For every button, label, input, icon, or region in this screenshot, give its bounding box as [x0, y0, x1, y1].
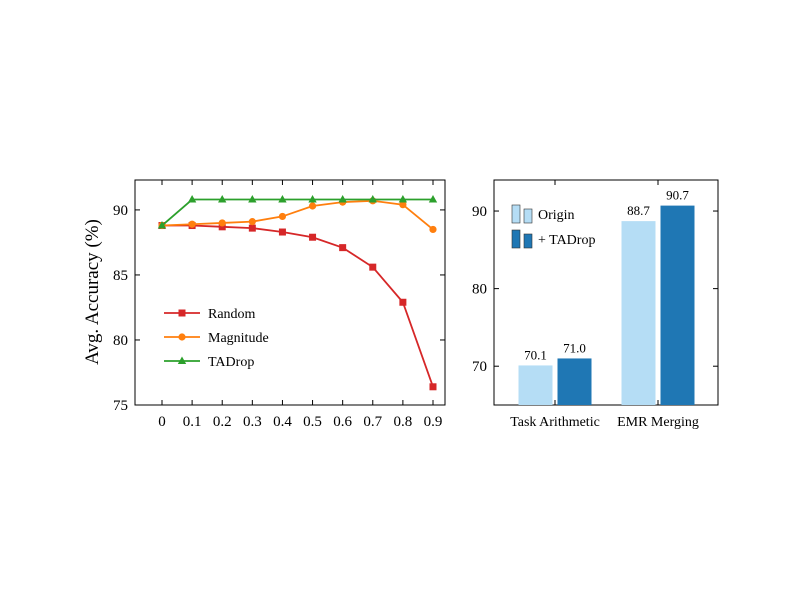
- line-chart-legend: Random Magnitude TADrop: [164, 307, 269, 370]
- data-point-magnitude: [218, 219, 226, 227]
- data-point-tadrop: [368, 195, 377, 203]
- data-point-random: [369, 263, 377, 271]
- data-point-magnitude: [399, 201, 407, 209]
- data-point-tadrop: [338, 195, 347, 203]
- data-point-random: [339, 244, 347, 252]
- legend-label: Magnitude: [208, 331, 269, 346]
- y-axis-label: Avg. Accuracy (%): [82, 219, 103, 365]
- x-tick-label: 0.6: [333, 414, 352, 430]
- legend-swatch: [523, 233, 533, 249]
- legend-label: Origin: [538, 208, 575, 223]
- data-point-random: [248, 224, 256, 232]
- bar-chart-ticks: 70 80 90 Task Arithmetic EMR Merging: [472, 180, 718, 430]
- legend-marker: [178, 333, 186, 341]
- bar-value-label: 88.7: [627, 203, 650, 218]
- x-tick-label: 0.3: [243, 414, 262, 430]
- data-point-random: [309, 233, 317, 241]
- line-chart: Avg. Accuracy (%) 0 0.1 0.2 0.3 0.4 0.5 0.6 0.7…: [82, 179, 446, 430]
- legend-marker: [178, 309, 186, 317]
- category-label: EMR Merging: [617, 415, 699, 430]
- data-point-magnitude: [188, 220, 196, 228]
- data-point-tadrop: [218, 195, 227, 203]
- x-tick-label: 0.5: [303, 414, 322, 430]
- y-tick-label: 90: [472, 204, 487, 220]
- x-tick-label: 0.1: [183, 414, 202, 430]
- bar-value-label: 71.0: [563, 340, 586, 355]
- data-point-random: [399, 298, 407, 306]
- x-tick-label: 0.4: [273, 414, 292, 430]
- line-chart-ticks: 0 0.1 0.2 0.3 0.4 0.5 0.6 0.7 0.8 0.9 75 80 85 90: [113, 180, 445, 430]
- bar-chart-bars: 70.1 71.0 88.7 90.7: [518, 188, 695, 405]
- legend-label: Random: [208, 307, 256, 322]
- data-point-magnitude: [278, 212, 287, 221]
- bar-tadrop: [557, 358, 592, 405]
- bar-origin: [518, 365, 553, 405]
- data-point-magnitude: [308, 202, 317, 210]
- y-tick-label: 70: [472, 359, 487, 375]
- category-label: Task Arithmetic: [510, 415, 600, 430]
- data-point-tadrop: [187, 195, 197, 203]
- bar-origin: [621, 221, 656, 405]
- series-line-tadrop: [161, 198, 433, 227]
- bar-chart-frame: [493, 179, 719, 406]
- data-point-tadrop: [248, 195, 257, 203]
- data-point-tadrop: [308, 195, 317, 203]
- y-tick-label: 90: [113, 203, 128, 219]
- data-point-tadrop: [398, 195, 408, 203]
- data-point-tadrop: [428, 195, 438, 203]
- bar-chart-legend: Origin + TADrop: [511, 204, 595, 249]
- x-tick-label: 0: [158, 414, 166, 430]
- bar-chart: 70 80 90 Task Arithmetic EMR Merging 70.1 71.…: [472, 179, 719, 430]
- y-tick-label: 85: [113, 268, 128, 284]
- x-tick-label: 0.8: [394, 414, 413, 430]
- legend-marker: [177, 356, 187, 364]
- series-line-random: [162, 224, 434, 388]
- bar-value-label: 90.7: [666, 188, 689, 203]
- legend-swatch: [511, 229, 521, 249]
- legend-label: + TADrop: [538, 233, 595, 248]
- y-tick-label: 80: [113, 333, 128, 349]
- legend-swatch: [523, 208, 533, 224]
- data-point-tadrop: [278, 195, 287, 203]
- y-tick-label: 75: [113, 398, 128, 414]
- series-line-magnitude: [161, 199, 434, 231]
- data-point-tadrop: [157, 221, 167, 229]
- x-tick-label: 0.7: [363, 414, 382, 430]
- line-chart-frame: [134, 179, 446, 406]
- bar-value-label: 70.1: [524, 347, 547, 362]
- data-point-random: [218, 223, 226, 231]
- x-tick-label: 0.2: [213, 414, 232, 430]
- bar-tadrop: [660, 205, 695, 405]
- line-chart-series: [157, 195, 438, 391]
- x-tick-label: 0.9: [424, 414, 443, 430]
- legend-swatch: [511, 204, 521, 224]
- data-point-magnitude: [248, 218, 256, 226]
- data-point-random: [278, 228, 286, 236]
- data-point-magnitude: [429, 225, 437, 234]
- legend-label: TADrop: [208, 355, 254, 370]
- y-tick-label: 80: [472, 282, 487, 298]
- data-point-random: [429, 383, 437, 391]
